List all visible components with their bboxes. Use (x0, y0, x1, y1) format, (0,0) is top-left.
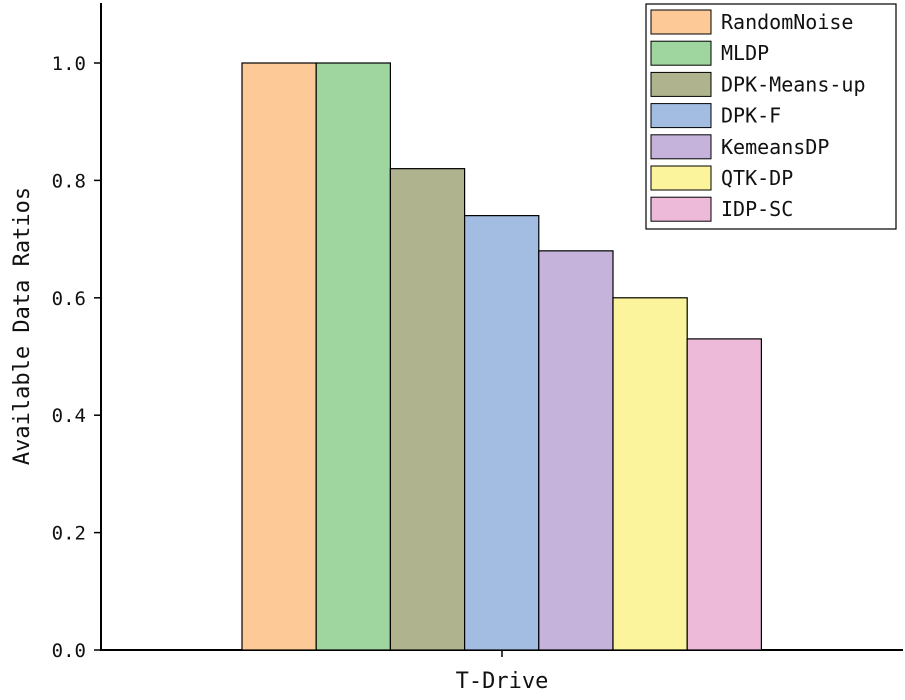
x-tick-label: T-Drive (456, 669, 549, 694)
legend-swatch (650, 40, 712, 66)
bar-qtk-dp (612, 297, 688, 651)
axes: 0.0 0.2 0.4 0.6 0.8 1.0 (52, 3, 903, 662)
y-tick-label: 0.0 (52, 640, 86, 662)
bars (241, 62, 763, 651)
legend-label: MLDP (721, 41, 769, 65)
bar-dpk-f (464, 215, 540, 651)
legend-label: RandomNoise (721, 10, 853, 34)
bar-randomnoise (241, 62, 317, 651)
legend-label: DPK-Means-up (721, 72, 866, 96)
y-tick-label: 0.4 (52, 405, 86, 427)
legend-swatch (650, 103, 712, 129)
bar-dpk-means-up (389, 168, 466, 651)
legend-label: KemeansDP (721, 135, 829, 159)
legend-swatch (650, 9, 712, 35)
legend-swatch (650, 134, 712, 160)
y-axis-title: Available Data Ratios (10, 187, 35, 465)
legend-label: DPK-F (721, 104, 781, 128)
legend-swatch (650, 196, 712, 222)
bar-idp-sc (686, 338, 763, 651)
legend-label: QTK-DP (721, 166, 793, 190)
legend: RandomNoise MLDP DPK-Means-up DPK-F KemeansD… (645, 3, 897, 230)
legend-swatch (650, 71, 712, 97)
y-tick-label: 0.2 (52, 523, 86, 545)
y-tick-label: 0.6 (52, 288, 86, 310)
legend-label: IDP-SC (721, 197, 793, 221)
y-tick-label: 0.8 (52, 170, 86, 192)
legend-items: RandomNoise MLDP DPK-Means-up DPK-F KemeansD… (650, 9, 866, 222)
y-ticks: 0.0 0.2 0.4 0.6 0.8 1.0 (52, 53, 101, 662)
bar-kemeansdp (538, 250, 614, 651)
legend-swatch (650, 165, 712, 191)
bar-mldp (315, 62, 392, 651)
y-tick-label: 1.0 (52, 53, 86, 75)
